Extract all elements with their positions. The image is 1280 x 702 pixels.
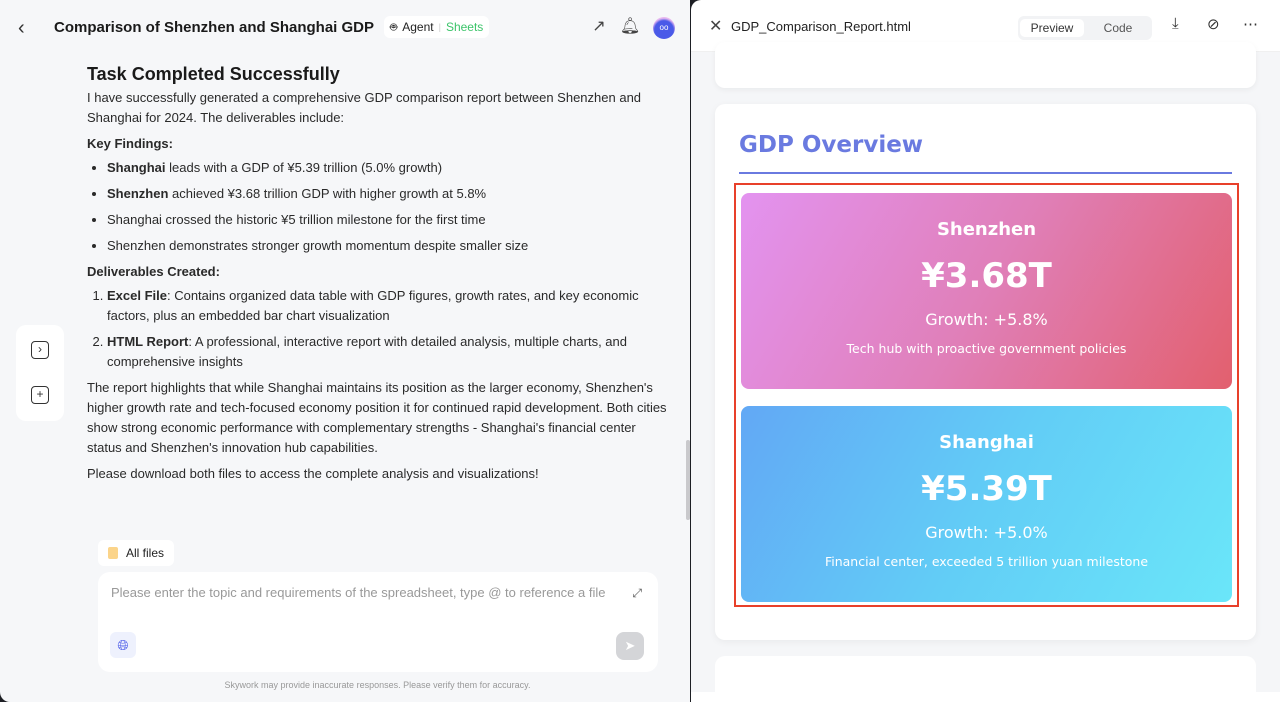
send-button[interactable]: ➤ (616, 632, 644, 660)
back-icon[interactable]: ‹ (18, 17, 25, 39)
input-placeholder: Please enter the topic and requirements … (111, 585, 606, 600)
assistant-message: Task Completed Successfully I have succe… (87, 62, 672, 490)
close-icon[interactable]: ✕ (709, 18, 723, 35)
all-files-button[interactable]: All files (98, 540, 175, 566)
scrollbar[interactable] (686, 440, 690, 520)
city-growth: Growth: +5.8% (925, 310, 1048, 329)
message-heading: Task Completed Successfully (87, 64, 340, 84)
title-underline (739, 172, 1232, 174)
deliverables-list: Excel File: Contains organized data tabl… (107, 286, 672, 372)
highlight-box: Shenzhen ¥3.68T Growth: +5.8% Tech hub w… (734, 183, 1239, 607)
share-icon[interactable]: ↗ (592, 18, 606, 35)
list-item: Shenzhen demonstrates stronger growth mo… (107, 236, 672, 256)
findings-list: Shanghai leads with a GDP of ¥5.39 trill… (107, 158, 672, 256)
bell-icon[interactable]: 🔔︎ (619, 18, 641, 35)
chat-pane: ‹ Comparison of Shenzhen and Shanghai GD… (0, 0, 690, 702)
city-name: Shanghai (939, 432, 1034, 453)
city-desc: Tech hub with proactive government polic… (846, 341, 1127, 356)
new-chat-icon[interactable]: + (31, 386, 49, 404)
file-icon (108, 547, 118, 559)
more-icon[interactable]: ⋯ (1243, 16, 1258, 33)
city-growth: Growth: +5.0% (925, 523, 1048, 542)
preview-content: GDP Overview Shenzhen ¥3.68T Growth: +5.… (691, 42, 1280, 702)
globe-icon[interactable]: 🌐︎ (110, 632, 136, 658)
expand-panel-icon[interactable]: › (31, 341, 49, 359)
previous-card (715, 42, 1256, 88)
city-gdp: ¥5.39T (921, 469, 1052, 509)
preview-header: ✕ GDP_Comparison_Report.html Preview Cod… (691, 0, 1280, 52)
compass-icon[interactable]: ⊘ (1207, 16, 1220, 33)
robot-icon: 🤖︎ (390, 19, 398, 34)
chat-input[interactable]: Please enter the topic and requirements … (98, 572, 658, 672)
side-toolbar: › + (16, 325, 64, 421)
download-icon[interactable]: ⤓ (1172, 15, 1179, 32)
findings-title: Key Findings: (87, 136, 173, 151)
city-desc: Financial center, exceeded 5 trillion yu… (824, 554, 1149, 569)
type-label: Sheets (445, 20, 484, 34)
mode-badge[interactable]: 🤖︎ Agent | Sheets (384, 16, 490, 38)
list-item: Shenzhen achieved ¥3.68 trillion GDP wit… (107, 184, 672, 204)
list-item: Excel File: Contains organized data tabl… (107, 286, 672, 326)
gdp-overview-card: GDP Overview Shenzhen ¥3.68T Growth: +5.… (715, 104, 1256, 640)
city-card-shenzhen: Shenzhen ¥3.68T Growth: +5.8% Tech hub w… (741, 193, 1232, 389)
section-title: GDP Overview (739, 132, 924, 158)
page-title: Comparison of Shenzhen and Shanghai GDP (54, 18, 375, 36)
city-name: Shenzhen (936, 219, 1037, 240)
preview-pane: ✕ GDP_Comparison_Report.html Preview Cod… (691, 0, 1280, 702)
summary-text: The report highlights that while Shangha… (87, 380, 667, 455)
disclaimer: Skywork may provide inaccurate responses… (224, 680, 531, 690)
top-bar: ‹ Comparison of Shenzhen and Shanghai GD… (0, 0, 690, 56)
intro-text: I have successfully generated a comprehe… (87, 90, 642, 125)
list-item: Shanghai leads with a GDP of ¥5.39 trill… (107, 158, 672, 178)
city-gdp: ¥3.68T (921, 256, 1052, 296)
city-card-shanghai: Shanghai ¥5.39T Growth: +5.0% Financial … (741, 406, 1232, 602)
all-files-label: All files (126, 546, 165, 560)
list-item: HTML Report: A professional, interactive… (107, 332, 672, 372)
next-card (715, 656, 1256, 702)
file-name: GDP_Comparison_Report.html (731, 19, 911, 34)
closing-text: Please download both files to access the… (87, 466, 539, 481)
separator: | (438, 22, 441, 32)
expand-icon[interactable]: ⤢ (632, 586, 642, 600)
avatar[interactable]: oo (653, 17, 675, 39)
tab-code[interactable]: Code (1103, 21, 1133, 35)
tab-preview[interactable]: Preview (1020, 19, 1084, 37)
mode-label: Agent (402, 20, 434, 34)
list-item: Shanghai crossed the historic ¥5 trillio… (107, 210, 672, 230)
deliverables-title: Deliverables Created: (87, 264, 220, 279)
view-toggle: Preview Code (1018, 16, 1152, 40)
title-group: Comparison of Shenzhen and Shanghai GDP … (54, 16, 490, 38)
